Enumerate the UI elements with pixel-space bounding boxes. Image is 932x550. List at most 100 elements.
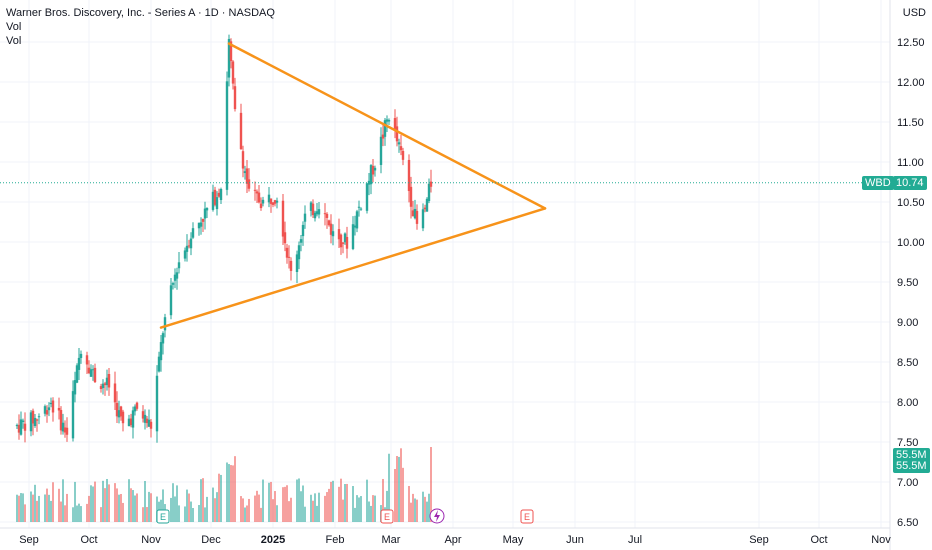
- candle-body: [219, 189, 223, 201]
- volume-bar: [414, 498, 416, 522]
- volume-bar: [270, 481, 272, 522]
- candle-body: [413, 208, 417, 219]
- volume-bar: [326, 492, 328, 522]
- candle-body: [191, 228, 195, 238]
- volume-bar: [74, 481, 76, 522]
- volume-bar: [290, 497, 292, 522]
- candle-body: [17, 424, 21, 433]
- candle-body: [289, 260, 293, 271]
- triangle-pattern: [159, 42, 547, 329]
- volume-legend-2[interactable]: Vol: [6, 35, 22, 47]
- candle-body: [119, 406, 123, 417]
- volume-bar: [366, 479, 368, 522]
- volume-bar: [416, 499, 418, 522]
- currency-label[interactable]: USD: [902, 7, 926, 19]
- candle-body: [85, 355, 89, 365]
- volume-bar: [260, 507, 262, 522]
- candle-body: [415, 210, 419, 224]
- volume-bar: [346, 483, 348, 522]
- candle-body: [199, 222, 203, 227]
- time-tick-label: 2025: [261, 534, 285, 546]
- time-tick-label: Sep: [19, 534, 39, 546]
- earnings-marker: [380, 509, 394, 524]
- candle-body: [79, 353, 83, 358]
- volume-bar: [402, 467, 404, 522]
- volume-bar: [146, 507, 148, 522]
- candle-body: [233, 86, 237, 110]
- volume-bar: [178, 505, 180, 522]
- volume-bar: [142, 507, 144, 522]
- volume-bar: [38, 495, 40, 522]
- chart-grid: [0, 0, 890, 528]
- volume-bar: [258, 494, 260, 522]
- volume-bar: [18, 495, 20, 522]
- candle-body: [225, 81, 229, 190]
- volume-bar: [52, 482, 54, 522]
- volume-bar: [212, 487, 214, 522]
- candle-body: [29, 412, 33, 432]
- volume-bar: [120, 493, 122, 522]
- candle-body: [267, 194, 271, 203]
- candle-body: [93, 367, 97, 383]
- volume-bar: [300, 491, 302, 522]
- lightning-glyph: [434, 510, 440, 522]
- volume-bar: [156, 496, 158, 522]
- candle-body: [327, 220, 331, 226]
- volume-bar: [184, 506, 186, 522]
- volume-bar: [32, 494, 34, 522]
- volume-bar: [338, 486, 340, 522]
- candle-body: [231, 61, 235, 84]
- candle-body: [407, 159, 411, 192]
- volume-bar: [90, 485, 92, 522]
- volume-bar: [94, 481, 96, 522]
- time-tick-label: Feb: [326, 534, 345, 546]
- candle-body: [257, 192, 261, 203]
- candle-body: [385, 119, 389, 122]
- candle-body: [23, 423, 27, 431]
- price-axis[interactable]: 12.50 12.00 11.50 11.00 10.50 10.00 9.50 9.00 8.…: [897, 37, 925, 529]
- candle-body: [369, 165, 373, 185]
- volume-bar: [312, 500, 314, 522]
- volume-bar: [422, 491, 424, 522]
- candle-body: [255, 191, 259, 194]
- chart-legend: Warner Bros. Discovery, Inc. - Series A …: [6, 6, 275, 48]
- volume-bar: [130, 488, 132, 522]
- candle-body: [59, 409, 63, 431]
- candle-body: [77, 357, 81, 370]
- volume-bar: [102, 480, 104, 522]
- candle-body: [203, 208, 207, 219]
- volume-bar: [118, 494, 120, 522]
- volume-bar: [398, 456, 400, 522]
- volume-bar: [44, 494, 46, 522]
- price-tick-label: 6.50: [897, 517, 918, 529]
- candle-body: [381, 134, 385, 139]
- volume-bar: [328, 488, 330, 522]
- volume-bar: [340, 478, 342, 522]
- time-tick-label: Jun: [566, 534, 584, 546]
- volume-legend-1[interactable]: Vol: [6, 21, 22, 33]
- volume-bar: [386, 490, 388, 522]
- symbol-title[interactable]: Warner Bros. Discovery, Inc. - Series A …: [6, 7, 275, 19]
- volume-tag-2: 55.5M: [893, 459, 930, 473]
- candle-body: [87, 367, 91, 374]
- candle-body: [155, 375, 159, 432]
- price-tick-label: 12.00: [897, 77, 925, 89]
- candle-body: [303, 213, 307, 222]
- candle-body: [379, 136, 383, 165]
- candle-body: [245, 168, 249, 184]
- candle-body: [283, 232, 287, 244]
- candle-body: [399, 146, 403, 151]
- candle-body: [345, 236, 349, 249]
- time-axis[interactable]: SepOctNovDec2025FebMarAprMayJunJulAugSep…: [0, 534, 891, 546]
- volume-bar: [382, 478, 384, 522]
- volume-bar: [214, 498, 216, 522]
- candle-body: [51, 400, 55, 413]
- volume-bars: [16, 447, 432, 522]
- volume-bar: [424, 496, 426, 522]
- volume-bar: [408, 485, 410, 522]
- candle-body: [101, 383, 105, 389]
- candle-body: [315, 211, 319, 215]
- volume-bar: [396, 456, 398, 522]
- candle-body: [353, 225, 357, 228]
